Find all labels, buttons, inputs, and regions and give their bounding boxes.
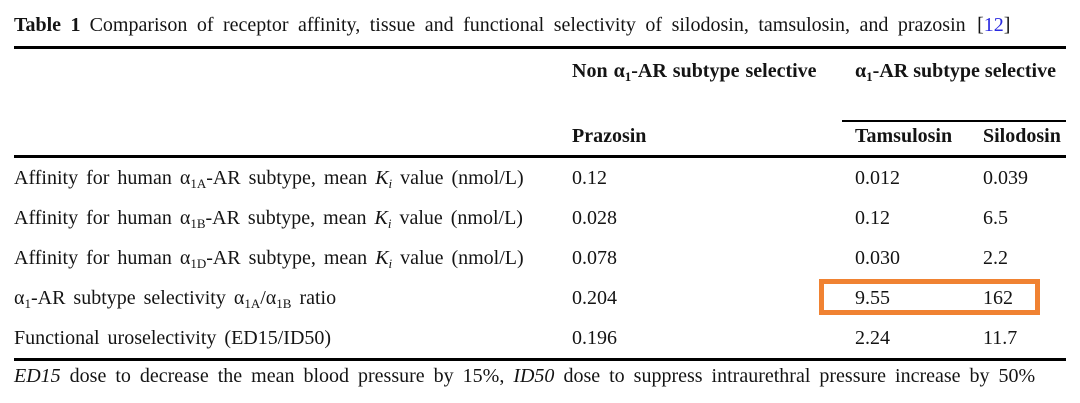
table-caption: Table 1 Comparison of receptor affinity, … xyxy=(14,14,1072,37)
group-header-selective: α1-AR subtype selective xyxy=(842,47,1067,122)
cell-tamsulosin: 0.030 xyxy=(855,246,900,269)
column-header-row: Prazosin Tamsulosin Silodosin xyxy=(14,120,1067,158)
row-label: Affinity for human α1D-AR subtype, mean … xyxy=(14,246,524,271)
cell-silodosin: 2.2 xyxy=(983,246,1008,269)
table-row-affinity-a1b: Affinity for human α1B-AR subtype, mean … xyxy=(14,198,1066,238)
group-header-row: Non α1-AR subtype selective α1-AR subtyp… xyxy=(14,47,1067,122)
cell-tamsulosin: 9.55 xyxy=(855,286,890,309)
citation-number: 12 xyxy=(983,14,1004,36)
citation-link[interactable]: [12] xyxy=(977,14,1010,36)
table-row-selectivity-ratio: α1-AR subtype selectivity α1A/α1B ratio … xyxy=(14,278,1066,318)
column-header-prazosin: Prazosin xyxy=(562,120,842,158)
citation-bracket-close: ] xyxy=(1003,14,1011,36)
table-footnote: ED15 dose to decrease the mean blood pre… xyxy=(14,365,1036,387)
citation-bracket-open: [ xyxy=(977,14,984,36)
group-header-spacer xyxy=(14,48,562,121)
table-row-uroselectivity: Functional uroselectivity (ED15/ID50) 0.… xyxy=(14,318,1066,360)
group-header-non-selective: Non α1-AR subtype selective xyxy=(572,60,817,84)
cell-prazosin: 0.078 xyxy=(572,246,617,269)
cell-prazosin: 0.204 xyxy=(572,286,617,309)
cell-silodosin: 6.5 xyxy=(983,206,1008,229)
row-label: α1-AR subtype selectivity α1A/α1B ratio xyxy=(14,286,337,311)
column-header-spacer xyxy=(14,120,562,158)
caption-label: Table 1 xyxy=(14,14,81,36)
cell-tamsulosin: 2.24 xyxy=(855,326,890,349)
table-row-affinity-a1a: Affinity for human α1A-AR subtype, mean … xyxy=(14,157,1066,199)
column-header-tamsulosin: Tamsulosin xyxy=(842,120,970,158)
cell-prazosin: 0.12 xyxy=(572,166,607,189)
row-label: Affinity for human α1A-AR subtype, mean … xyxy=(14,166,524,191)
row-label: Functional uroselectivity (ED15/ID50) xyxy=(14,326,332,349)
cell-silodosin: 162 xyxy=(983,286,1013,309)
row-label: Affinity for human α1B-AR subtype, mean … xyxy=(14,206,523,231)
table-row-affinity-a1d: Affinity for human α1D-AR subtype, mean … xyxy=(14,238,1066,278)
caption-text: Comparison of receptor affinity, tissue … xyxy=(89,14,966,36)
cell-prazosin: 0.196 xyxy=(572,326,617,349)
cell-silodosin: 0.039 xyxy=(983,166,1028,189)
column-header-silodosin: Silodosin xyxy=(970,120,1067,158)
receptor-affinity-table: Non α1-AR subtype selective α1-AR subtyp… xyxy=(14,46,1067,361)
cell-prazosin: 0.028 xyxy=(572,206,617,229)
cell-tamsulosin: 0.12 xyxy=(855,206,890,229)
cell-silodosin: 11.7 xyxy=(983,326,1018,349)
cell-tamsulosin: 0.012 xyxy=(855,166,900,189)
